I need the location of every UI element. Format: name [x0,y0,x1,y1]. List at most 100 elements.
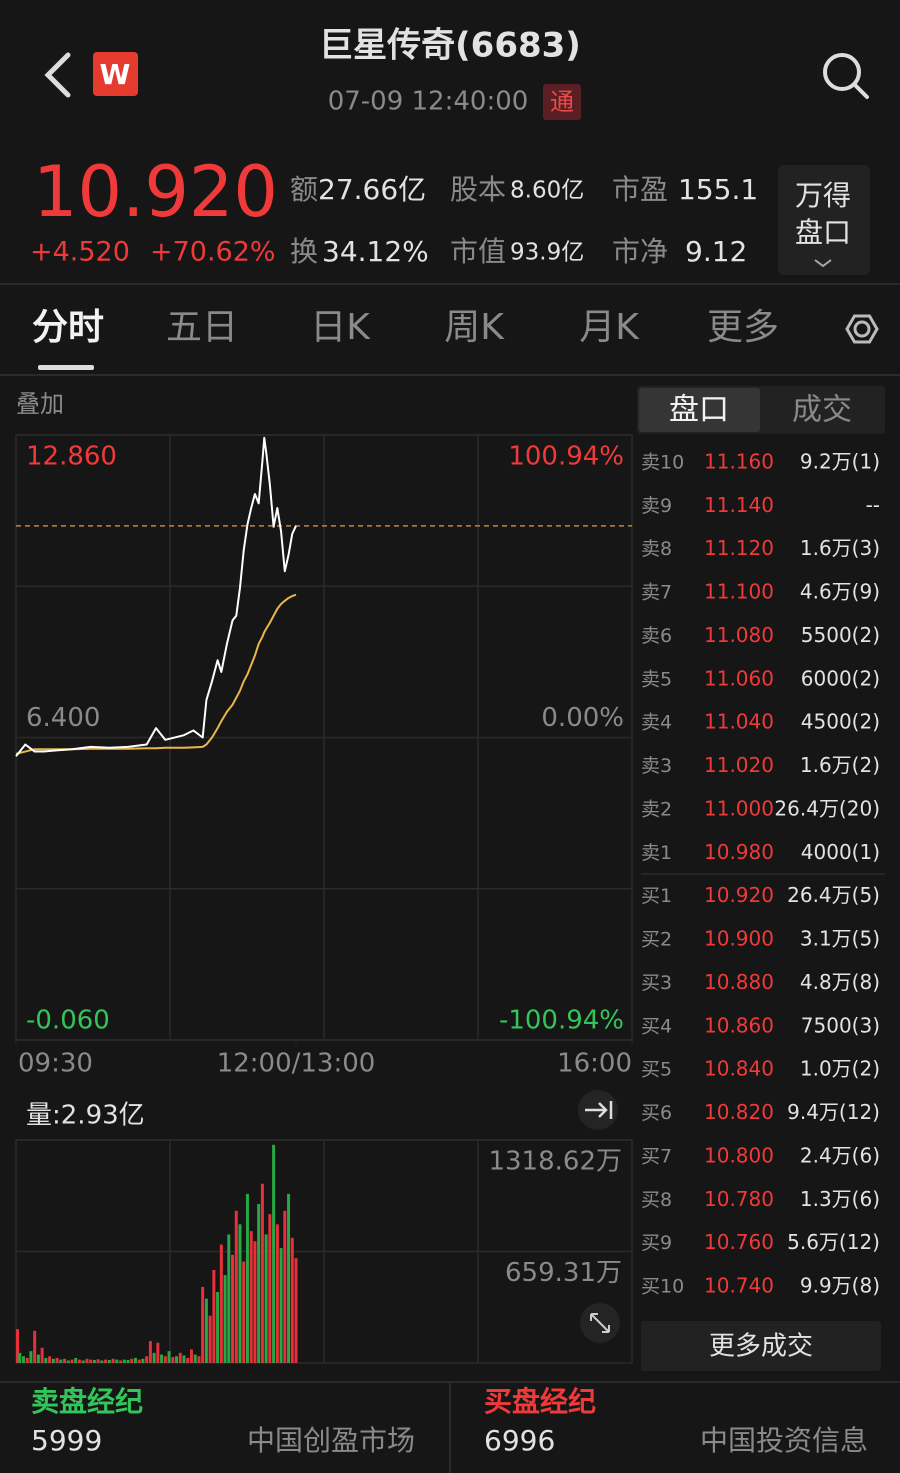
last-price: 10.920 [33,151,278,233]
volume-bar [89,1359,93,1363]
x-tick-label: 09:30 [18,1049,93,1079]
volume-bar [283,1210,287,1363]
volume-bar [119,1360,123,1363]
tab[interactable]: 月K [579,307,640,348]
volume-bar [100,1360,104,1363]
order-level: 买2 [641,929,672,951]
title: 巨星传奇(6683) [319,26,581,66]
order-volume: 4000(1) [801,840,880,864]
order-tab[interactable]: 成交 [792,393,852,428]
broker-name: 中国创盈市场 [247,1424,415,1457]
panel-button-label: 万得 [795,179,851,212]
order-volume: 9.4万(12) [787,1100,880,1124]
volume-bar [260,1183,264,1363]
volume-bar [272,1144,276,1363]
volume-bar [219,1244,223,1363]
order-price: 11.140 [704,493,774,517]
volume-bar [130,1358,134,1363]
volume-bar [189,1349,193,1363]
order-level: 买4 [641,1015,672,1037]
broker-name: 中国投资信息 [700,1424,868,1457]
stat-label: 额 [290,173,318,206]
volume-bar [66,1360,70,1363]
volume-bar [178,1352,182,1363]
tab[interactable]: 五日 [166,307,238,348]
order-price: 10.860 [704,1013,774,1037]
panel-button[interactable] [778,165,870,275]
more-trades-button[interactable] [641,1321,881,1371]
volume-bar [152,1352,156,1363]
volume-bar [33,1330,37,1363]
volume-bar [70,1359,74,1363]
search-handle [852,82,869,99]
volume-bar [294,1258,298,1363]
back-button[interactable] [44,52,71,98]
order-tab[interactable]: 盘口 [669,393,729,428]
order-level: 买1 [641,885,672,907]
volume-bar [167,1351,171,1363]
volume-bar [264,1234,268,1363]
order-volume: 26.4万(5) [787,883,880,907]
order-level: 买8 [641,1189,672,1211]
order-volume: 9.9万(8) [800,1274,880,1298]
change: +4.520 [30,237,130,268]
change-pct: +70.62% [150,237,276,268]
volume-bar [148,1341,152,1363]
order-tab-active[interactable] [639,388,760,432]
settings-button[interactable] [853,320,871,338]
volume-bar [48,1356,52,1363]
broker-count: 6996 [484,1424,555,1457]
y-tick-label: 6.400 [26,703,100,733]
panel-button-label: 盘口 [795,216,851,249]
order-volume: 2.4万(6) [800,1143,880,1167]
y-tick-label: -0.060 [26,1006,110,1036]
volume-bar [204,1298,208,1363]
volume-bar [163,1356,167,1363]
volume-bar [107,1359,111,1363]
volume-bar [40,1347,44,1363]
volume-bar [160,1354,164,1363]
volume-bar [156,1342,160,1363]
stat-label: 市值 [450,235,506,268]
stat-label: 换 [290,235,318,268]
volume-bar [115,1359,119,1363]
volume-bar [171,1357,175,1363]
y2-tick-label: 0.00% [541,703,624,733]
order-price: 11.040 [704,710,774,734]
broker-title: 买盘经纪 [484,1385,596,1418]
y2-tick-label: 100.94% [508,442,624,472]
volume-title: 量:2.93亿 [26,1101,145,1131]
order-price: 11.060 [704,666,774,690]
order-price: 10.840 [704,1057,774,1081]
order-level: 卖6 [641,625,672,647]
volume-bar [92,1359,96,1363]
order-volume: 1.3万(6) [800,1187,880,1211]
tab[interactable]: 日K [310,307,371,348]
volume-bar [227,1234,231,1363]
tab[interactable]: 分时 [32,307,104,348]
order-level: 卖4 [641,712,672,734]
order-price: 10.820 [704,1100,774,1124]
volume-bar [16,1329,19,1363]
stat-value: 8.60亿 [510,178,584,204]
tab[interactable]: 更多 [707,307,779,348]
overlay-label: 叠加 [16,390,64,418]
volume-bar [212,1269,216,1363]
volume-bar [253,1241,257,1363]
order-level: 卖10 [641,452,684,474]
order-volume: 6000(2) [801,666,880,690]
order-volume: 9.2万(1) [800,450,880,474]
tab[interactable]: 周K [444,307,505,348]
timestamp: 07-09 12:40:00 [328,87,529,117]
badge: 通 [550,88,574,116]
order-level: 买5 [641,1059,672,1081]
volume-bar [21,1356,25,1363]
price-line [15,436,297,757]
order-volume: 4.8万(8) [800,970,880,994]
search-button[interactable] [823,53,861,91]
volume-bar [122,1359,126,1363]
order-price: 11.120 [704,536,774,560]
